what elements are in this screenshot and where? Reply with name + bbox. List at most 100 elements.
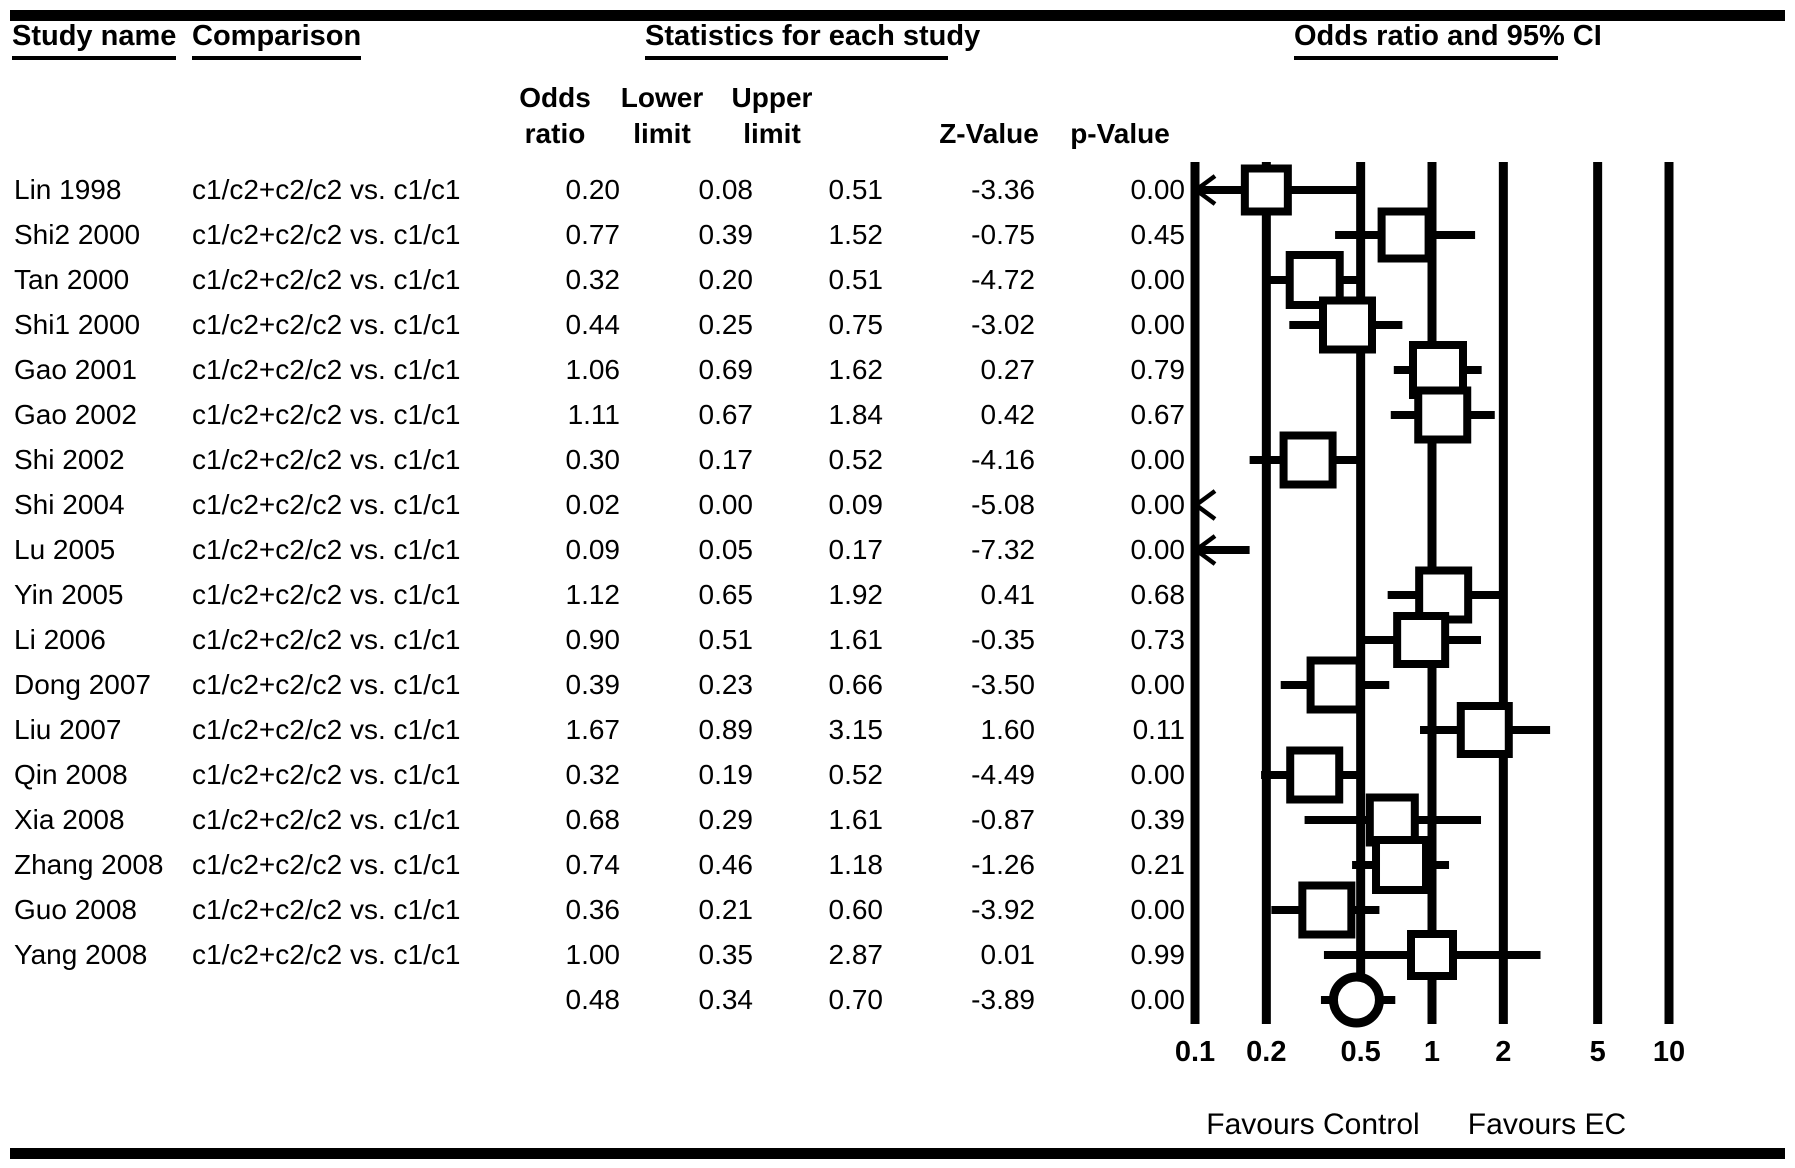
lower-limit-cell: 0.21	[698, 894, 754, 925]
study-name-cell: Shi 2004	[14, 489, 125, 520]
comparison-cell: c1/c2+c2/c2 vs. c1/c1	[192, 894, 461, 925]
comparison-cell: c1/c2+c2/c2 vs. c1/c1	[192, 174, 461, 205]
lower-limit-cell: 0.89	[698, 714, 754, 745]
upper-limit-cell: 1.18	[828, 849, 884, 880]
comparison-cell: c1/c2+c2/c2 vs. c1/c1	[192, 714, 461, 745]
odds-ratio-cell: 0.32	[565, 759, 621, 790]
upper-limit-cell: 1.84	[828, 399, 884, 430]
estimate-square	[1415, 566, 1473, 624]
overall-circle	[1328, 972, 1384, 1028]
z-value-cell: -5.08	[971, 489, 1035, 520]
odds-ratio-cell: 1.11	[567, 399, 620, 430]
study-name-cell: Qin 2008	[14, 759, 128, 790]
odds-ratio-cell: 1.12	[565, 579, 621, 610]
study-name-cell: Xia 2008	[14, 804, 125, 835]
z-value-cell: -0.87	[971, 804, 1035, 835]
odds-ratio-cell: 0.44	[565, 309, 621, 340]
axis-tick-label: 0.2	[1246, 1036, 1287, 1068]
p-value-cell: 0.00	[1130, 759, 1186, 790]
odds-ratio-cell: 0.20	[565, 174, 621, 205]
study-name-cell: Zhang 2008	[14, 849, 164, 880]
p-value-cell: 0.99	[1130, 939, 1186, 970]
upper-limit-cell: 1.52	[828, 219, 884, 250]
lower-limit-cell: 0.65	[698, 579, 754, 610]
study-name-cell: Gao 2002	[14, 399, 137, 430]
odds-ratio-cell: 1.00	[565, 939, 621, 970]
z-value-cell: -0.35	[971, 624, 1035, 655]
axis-tick-label: 0.1	[1174, 1036, 1216, 1068]
z-value-cell: 0.41	[980, 579, 1036, 610]
estimate-square	[1393, 612, 1450, 668]
upper-limit-cell: 1.62	[828, 354, 884, 385]
study-row: Qin 2008 c1/c2+c2/c2 vs. c1/c1 0.32 0.19 0.5…	[0, 754, 1795, 796]
study-name-cell: Guo 2008	[14, 894, 137, 925]
odds-ratio-cell: 0.39	[565, 669, 621, 700]
lower-limit-cell: 0.23	[698, 669, 754, 700]
z-value-cell: 0.27	[980, 354, 1036, 385]
z-value-cell: -3.36	[971, 174, 1035, 205]
col-header-p-value: p-Value	[1070, 118, 1170, 149]
z-value-cell: -7.32	[971, 534, 1035, 565]
lower-limit-cell: 0.29	[698, 804, 754, 835]
upper-limit-cell: 0.66	[828, 669, 884, 700]
p-value-cell: 0.00	[1130, 309, 1186, 340]
comparison-cell: c1/c2+c2/c2 vs. c1/c1	[192, 759, 461, 790]
col-header-odds-ratio: Odds ratio	[519, 80, 591, 152]
lower-limit-cell: 0.20	[698, 264, 754, 295]
study-row: Dong 2007 c1/c2+c2/c2 vs. c1/c1 0.39 0.23 0.…	[0, 664, 1795, 706]
upper-limit-cell: 1.61	[828, 804, 884, 835]
study-row: Shi1 2000 c1/c2+c2/c2 vs. c1/c1 0.44 0.25 0.…	[0, 304, 1795, 346]
upper-limit-cell: 0.52	[828, 759, 884, 790]
lower-limit-cell: 0.05	[698, 534, 754, 565]
z-value-cell: 0.42	[980, 399, 1036, 430]
odds-ratio-cell: 0.09	[565, 534, 621, 565]
z-value-cell: 1.60	[980, 714, 1036, 745]
comparison-cell: c1/c2+c2/c2 vs. c1/c1	[192, 264, 461, 295]
estimate-square	[1372, 836, 1431, 894]
overall-row: 0.48 0.34 0.70 -3.89 0.00	[0, 979, 1795, 1021]
study-name-cell: Tan 2000	[14, 264, 130, 295]
header-comparison: Comparison	[192, 20, 362, 60]
study-name-cell: Yang 2008	[14, 939, 148, 970]
favours-ec-label: Favours EC	[1467, 1108, 1627, 1141]
lower-limit-cell: 0.17	[698, 444, 754, 475]
p-value-cell: 0.21	[1130, 849, 1186, 880]
comparison-cell: c1/c2+c2/c2 vs. c1/c1	[192, 489, 461, 520]
lower-limit-cell: 0.39	[698, 219, 754, 250]
lower-limit-cell: 0.00	[698, 489, 754, 520]
p-value-cell: 0.11	[1132, 714, 1185, 745]
study-name-cell: Shi1 2000	[14, 309, 141, 340]
header-odds-ratio-ci: Odds ratio and 95% CI	[1294, 20, 1602, 60]
p-value-cell: 0.00	[1130, 264, 1186, 295]
comparison-cell: c1/c2+c2/c2 vs. c1/c1	[192, 804, 461, 835]
p-value-cell: 0.00	[1130, 444, 1186, 475]
lower-limit-cell: 0.51	[698, 624, 754, 655]
p-value-cell: 0.68	[1130, 579, 1186, 610]
study-row: Zhang 2008 c1/c2+c2/c2 vs. c1/c1 0.74 0.46 1…	[0, 844, 1795, 886]
clip-arrow-icon	[1194, 174, 1217, 206]
p-value-cell: 0.00	[1130, 669, 1186, 700]
col-header-lower-limit-line1: Lower	[620, 82, 704, 113]
axis-tick-label: 1	[1423, 1036, 1441, 1068]
estimate-square	[1298, 881, 1356, 939]
study-name-cell: Liu 2007	[14, 714, 122, 745]
odds-ratio-cell: 0.36	[565, 894, 621, 925]
upper-limit-cell: 3.15	[828, 714, 884, 745]
comparison-cell: c1/c2+c2/c2 vs. c1/c1	[192, 219, 461, 250]
estimate-square	[1286, 746, 1344, 804]
study-row: Shi 2004 c1/c2+c2/c2 vs. c1/c1 0.02 0.00 0.0…	[0, 484, 1795, 526]
study-row: Gao 2001 c1/c2+c2/c2 vs. c1/c1 1.06 0.69 1.6…	[0, 349, 1795, 391]
comparison-cell: c1/c2+c2/c2 vs. c1/c1	[192, 534, 461, 565]
upper-limit-cell: 0.51	[828, 264, 884, 295]
lower-limit-cell: 0.19	[698, 759, 754, 790]
z-value-cell: -1.26	[971, 849, 1035, 880]
estimate-square	[1456, 702, 1513, 758]
study-row: Lin 1998 c1/c2+c2/c2 vs. c1/c1 0.20 0.08 0.5…	[0, 169, 1795, 211]
study-row: Guo 2008 c1/c2+c2/c2 vs. c1/c1 0.36 0.21 0.6…	[0, 889, 1795, 931]
header-study-name: Study name	[12, 20, 177, 60]
p-value-cell: 0.73	[1130, 624, 1186, 655]
estimate-square	[1414, 386, 1472, 444]
study-row: Shi 2002 c1/c2+c2/c2 vs. c1/c1 0.30 0.17 0.5…	[0, 439, 1795, 481]
axis-tick-label: 2	[1495, 1036, 1512, 1068]
lower-limit-cell: 0.08	[698, 174, 754, 205]
